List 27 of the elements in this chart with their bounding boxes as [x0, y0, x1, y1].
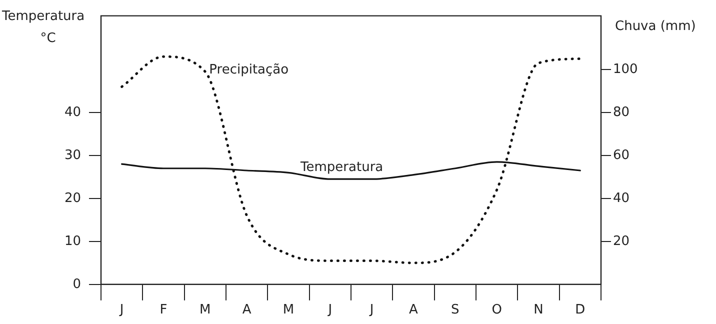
x-tick-label: A — [409, 302, 418, 318]
x-tick-label: S — [451, 302, 460, 318]
y2-axis-title: Chuva (mm) — [615, 19, 696, 34]
y-tick-label: 30 — [64, 148, 81, 163]
y-tick-label: 20 — [64, 190, 81, 206]
x-tick-label: J — [368, 302, 374, 318]
x-tick-label: N — [534, 302, 544, 318]
x-tick-label: O — [492, 302, 502, 318]
x-tick-label: D — [575, 302, 586, 318]
y2-tick-label: 40 — [613, 190, 630, 206]
y2-tick-label: 100 — [613, 62, 638, 77]
y-axis-title: Temperatura °C — [1, 9, 85, 46]
y2-tick-label: 80 — [613, 104, 630, 120]
y-tick-label: 10 — [64, 234, 81, 249]
x-tick-label: M — [200, 302, 211, 318]
series-label: Temperatura — [300, 160, 384, 176]
y-tick-label: 40 — [64, 104, 81, 120]
x-tick-label: M — [282, 302, 294, 318]
x-tick-label: J — [118, 302, 124, 318]
x-tick-label: J — [327, 302, 332, 318]
y2-tick-label: 20 — [613, 234, 630, 249]
x-tick-label: F — [160, 302, 168, 318]
y-tick-label: 0 — [72, 276, 81, 292]
series-label: Precipitação — [209, 62, 289, 78]
y2-tick-label: 60 — [613, 148, 630, 163]
line-series — [120, 55, 582, 264]
x-tick-label: A — [242, 302, 252, 318]
